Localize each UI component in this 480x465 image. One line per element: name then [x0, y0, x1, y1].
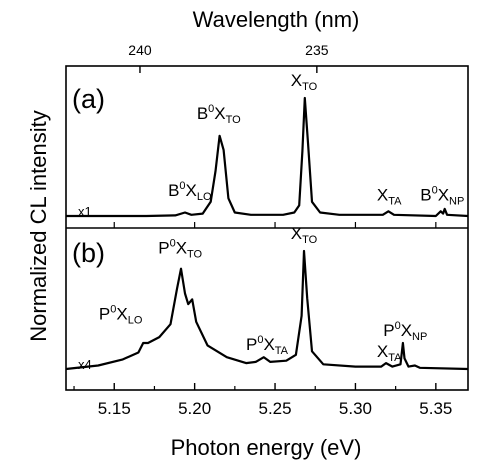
peak-label: XTO — [291, 224, 318, 246]
top-axis-title: Wavelength (nm) — [193, 7, 360, 32]
top-tick-label: 240 — [128, 42, 152, 58]
x-tick-label: 5.35 — [419, 399, 452, 418]
peak-label: P0XLO — [99, 303, 143, 326]
x-axis-title: Photon energy (eV) — [171, 435, 362, 460]
peak-label: XTO — [291, 71, 318, 93]
peak-label: B0XLO — [168, 180, 212, 203]
x-tick-label: 5.30 — [339, 399, 372, 418]
top-tick-label: 235 — [305, 42, 329, 58]
peak-label: XTA — [377, 186, 402, 208]
peak-label: B0XTO — [197, 103, 241, 126]
peak-label: B0XNP — [420, 185, 464, 208]
multiplier-a: x1 — [78, 204, 92, 219]
panel-label-a: (a) — [72, 84, 105, 114]
curve-layer — [65, 96, 469, 371]
spectrum-curve-b — [65, 249, 469, 371]
tick-layer: 5.15 5.20 5.25 5.30 5.35 240 235 — [73, 42, 452, 418]
panel-label-b: (b) — [72, 238, 105, 268]
peak-label: P0XTA — [246, 334, 289, 357]
x-tick-label: 5.20 — [178, 399, 211, 418]
x-tick-label: 5.25 — [258, 399, 291, 418]
peak-label: P0XNP — [383, 320, 427, 343]
peak-label: XTA — [377, 342, 402, 364]
x-tick-label: 5.15 — [98, 399, 131, 418]
frame-layer — [65, 65, 469, 391]
peak-label: P0XTO — [158, 237, 202, 260]
multiplier-b: x4 — [78, 357, 92, 372]
y-axis-title: Normalized CL intensity — [26, 110, 51, 342]
annotation-layer: (a) x1 B0XLO B0XTO XTO XTA B0XNP (b) x4 P0XLO P0XT… — [72, 71, 464, 372]
spectrum-curve-a — [66, 96, 469, 218]
